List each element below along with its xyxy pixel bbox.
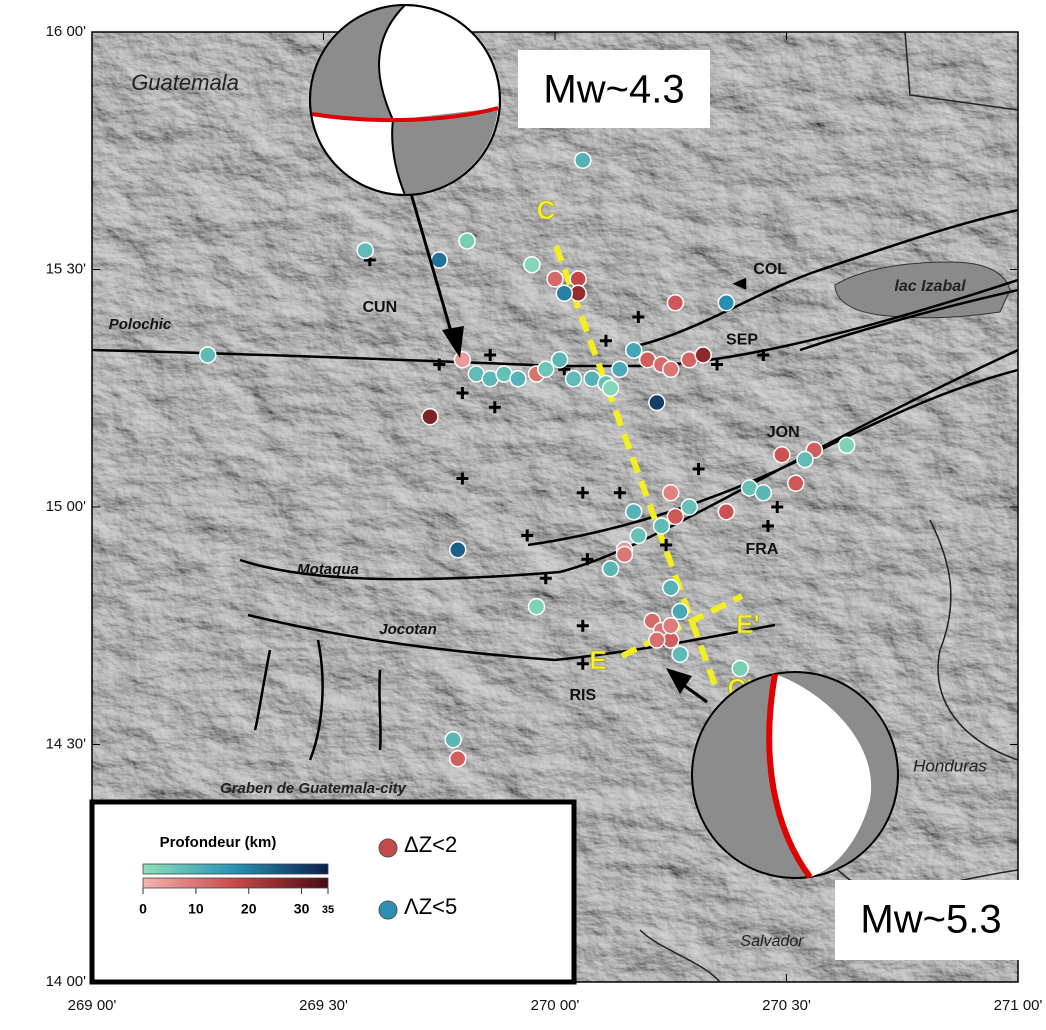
earthquake	[450, 751, 466, 767]
earthquake	[566, 371, 582, 387]
place-label: Honduras	[913, 756, 987, 775]
earthquake	[200, 347, 216, 363]
earthquake	[431, 252, 447, 268]
colorbar-tick-label: 20	[241, 901, 257, 917]
colorbar	[143, 878, 328, 888]
earthquake	[695, 347, 711, 363]
earthquake	[672, 604, 688, 620]
earthquake	[556, 285, 572, 301]
earthquake	[603, 380, 619, 396]
colorbar-tick-label: 0	[139, 901, 147, 917]
legend-marker	[379, 901, 397, 919]
earthquake	[454, 352, 470, 368]
fault-label: Polochic	[109, 316, 172, 333]
place-label: lac Izabal	[894, 278, 966, 295]
earthquake	[649, 632, 665, 648]
earthquake	[552, 352, 568, 368]
earthquake	[732, 661, 748, 677]
earthquake	[603, 561, 619, 577]
earthquake	[663, 618, 679, 634]
earthquake	[524, 257, 540, 273]
y-tick-label: 14 00'	[46, 973, 87, 990]
earthquake	[718, 504, 734, 520]
colorbar	[143, 864, 328, 874]
profile-label: C	[537, 195, 556, 225]
earthquake	[612, 361, 628, 377]
earthquake	[616, 547, 632, 563]
fault-label: Motagua	[297, 561, 359, 578]
earthquake	[528, 599, 544, 615]
earthquake	[450, 542, 466, 558]
station-label: COL	[753, 261, 787, 278]
earthquake	[788, 475, 804, 491]
x-tick-label: 270 00'	[531, 997, 580, 1014]
earthquake	[663, 485, 679, 501]
earthquake	[839, 437, 855, 453]
station-label: RIS	[569, 687, 596, 704]
profile-label: E'	[736, 609, 760, 639]
magnitude-label: Mw~5.3	[860, 898, 1001, 942]
map-figure: 269 00' 269 30' 270 00' 270 30' 271 00' 14 00…	[0, 0, 1046, 1025]
earthquake	[663, 361, 679, 377]
earthquake	[774, 447, 790, 463]
y-tick-label: 15 00'	[46, 498, 87, 515]
earthquake	[718, 295, 734, 311]
place-label: Graben de Guatemala-city	[220, 780, 407, 797]
earthquake	[445, 732, 461, 748]
earthquake	[626, 504, 642, 520]
station-label: FRA	[746, 541, 779, 558]
station-label: SEP	[726, 332, 758, 349]
station-label: CUN	[362, 299, 397, 316]
magnitude-label: Mw~4.3	[543, 68, 684, 112]
earthquake	[667, 509, 683, 525]
earthquake	[667, 295, 683, 311]
earthquake	[538, 361, 554, 377]
earthquake	[797, 452, 813, 468]
legend-label: ΛZ<5	[404, 894, 457, 919]
earthquake	[510, 371, 526, 387]
legend-title: Profondeur (km)	[160, 834, 277, 851]
y-tick-label: 15 30'	[46, 260, 87, 277]
legend-box	[92, 802, 574, 982]
place-label: Guatemala	[131, 70, 239, 95]
fault-label: Jocotan	[379, 621, 437, 638]
earthquake	[649, 395, 665, 411]
fault-line	[379, 670, 380, 750]
earthquake	[663, 580, 679, 596]
earthquake	[672, 646, 688, 662]
earthquake	[755, 485, 771, 501]
x-tick-label: 269 30'	[299, 997, 348, 1014]
x-tick-label: 270 30'	[762, 997, 811, 1014]
earthquake	[422, 409, 438, 425]
y-tick-label: 14 30'	[46, 735, 87, 752]
earthquake	[357, 243, 373, 259]
earthquake	[547, 271, 563, 287]
x-tick-label: 271 00'	[994, 997, 1043, 1014]
earthquake	[575, 152, 591, 168]
place-label: Salvador	[740, 933, 804, 950]
y-tick-label: 16 00'	[46, 23, 87, 40]
earthquake	[653, 518, 669, 534]
station-label: JON	[767, 424, 800, 441]
colorbar-tick-label: 10	[188, 901, 204, 917]
legend-label: ΔZ<2	[404, 832, 457, 857]
earthquake	[630, 528, 646, 544]
earthquake	[626, 342, 642, 358]
profile-label: E	[589, 645, 606, 675]
colorbar-tick-label: 30	[294, 901, 310, 917]
earthquake	[459, 233, 475, 249]
legend-marker	[379, 839, 397, 857]
x-tick-label: 269 00'	[68, 997, 117, 1014]
colorbar-tick-label: 35	[322, 904, 334, 916]
earthquake	[681, 499, 697, 515]
legend: Profondeur (km) 0 10 20 30 35 ΔZ<2 ΛZ<5	[92, 802, 574, 982]
